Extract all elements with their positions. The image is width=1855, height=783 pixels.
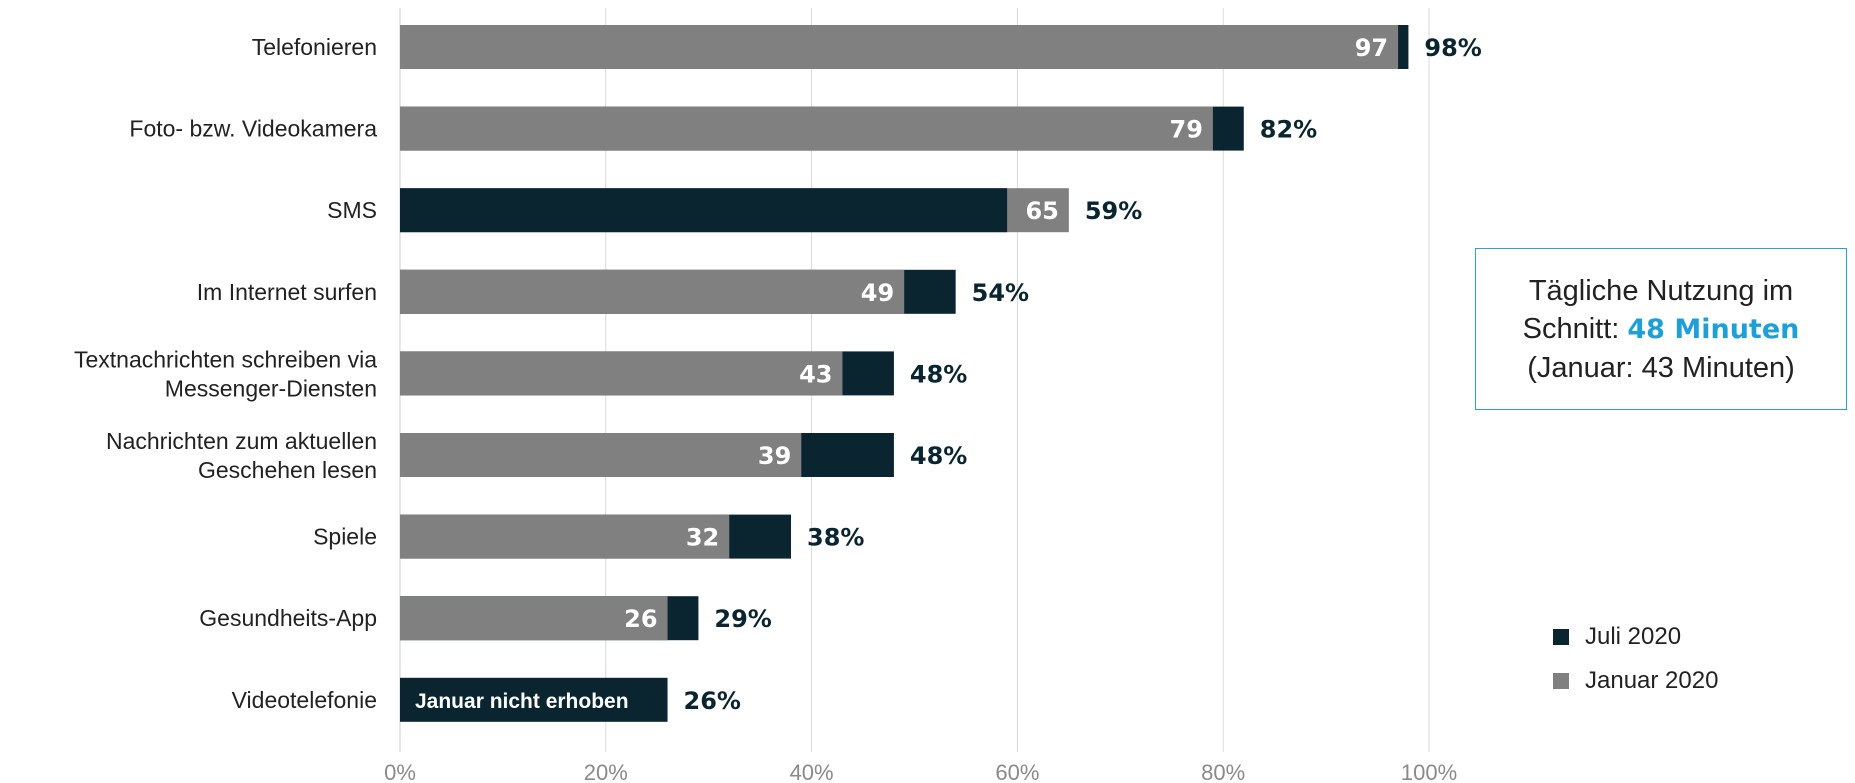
bar-januar-2020-0 <box>400 25 1399 69</box>
data-label-juli-5: 48% <box>910 442 967 470</box>
data-label-januar-1: 79 <box>1170 116 1203 144</box>
labels: 0% 20% 40% 60% 80% 100% Telefonieren 97 98% Foto-… <box>74 34 1482 783</box>
bar-januar-2020-5 <box>400 433 802 477</box>
category-label-8: Videotelefonie <box>232 687 377 713</box>
legend-label-januar: Januar 2020 <box>1585 667 1719 694</box>
data-label-juli-1: 82% <box>1260 116 1317 144</box>
data-label-juli-6: 38% <box>807 524 864 552</box>
category-label-0: Telefonieren <box>252 34 377 60</box>
category-label-4-line-1: Textnachrichten schreiben via <box>74 346 377 372</box>
bars <box>400 25 1409 722</box>
x-tick-label-20: 20% <box>584 760 628 783</box>
legend-item-juli: Juli 2020 <box>1553 615 1718 659</box>
x-tick-label-40: 40% <box>790 760 834 783</box>
category-label-6: Spiele <box>313 524 377 550</box>
category-label-5-line-2: Geschehen lesen <box>198 457 377 483</box>
info-highlight-minutes: 48 Minuten <box>1627 313 1800 345</box>
data-label-januar-2: 65 <box>1025 197 1058 225</box>
legend: Juli 2020 Januar 2020 <box>1553 615 1718 703</box>
bar-juli-2020-2 <box>400 188 1008 233</box>
data-label-januar-0: 97 <box>1355 34 1388 62</box>
data-label-juli-3: 54% <box>972 279 1029 307</box>
data-label-juli-8: 26% <box>684 687 741 715</box>
legend-label-juli: Juli 2020 <box>1585 623 1682 650</box>
data-label-juli-2: 59% <box>1085 197 1142 225</box>
info-line-2-prefix: Schnitt: <box>1522 312 1628 345</box>
category-label-1: Foto- bzw. Videokamera <box>129 116 377 142</box>
info-line-2: Schnitt: 48 Minuten <box>1476 310 1846 349</box>
category-label-4-line-2: Messenger-Diensten <box>165 375 377 401</box>
daily-usage-info-box: Tägliche Nutzung im Schnitt: 48 Minuten … <box>1475 248 1847 410</box>
x-tick-label-80: 80% <box>1201 760 1245 783</box>
category-label-3: Im Internet surfen <box>197 279 377 305</box>
category-label-7: Gesundheits-App <box>199 605 377 631</box>
bar-januar-2020-4 <box>400 351 843 396</box>
x-tick-label-100: 100% <box>1401 760 1457 783</box>
bar-januar-2020-7 <box>400 596 668 641</box>
data-label-januar-6: 32 <box>686 524 719 552</box>
category-label-2: SMS <box>327 197 377 223</box>
legend-swatch-januar <box>1553 673 1569 689</box>
data-label-januar-5: 39 <box>758 442 791 470</box>
bar-januar-2020-1 <box>400 106 1213 151</box>
legend-swatch-juli <box>1553 629 1569 645</box>
data-label-juli-7: 29% <box>714 605 771 633</box>
data-label-januar-3: 49 <box>861 279 894 307</box>
data-label-januar-4: 43 <box>799 360 832 388</box>
x-tick-label-60: 60% <box>995 760 1039 783</box>
category-label-5-line-1: Nachrichten zum aktuellen <box>106 428 377 454</box>
data-label-juli-0: 98% <box>1424 34 1481 62</box>
data-label-juli-4: 48% <box>910 360 967 388</box>
info-line-1: Tägliche Nutzung im <box>1528 274 1794 307</box>
info-line-3: (Januar: 43 Minuten) <box>1527 351 1795 384</box>
legend-item-januar: Januar 2020 <box>1553 659 1718 703</box>
bar-juli-2020-8 <box>400 677 668 722</box>
bar-januar-2020-6 <box>400 514 730 559</box>
data-label-januar-7: 26 <box>624 605 657 633</box>
bar-januar-2020-3 <box>400 269 905 314</box>
annotation-not-collected: Januar nicht erhoben <box>415 690 629 713</box>
x-tick-label-0: 0% <box>384 760 416 783</box>
